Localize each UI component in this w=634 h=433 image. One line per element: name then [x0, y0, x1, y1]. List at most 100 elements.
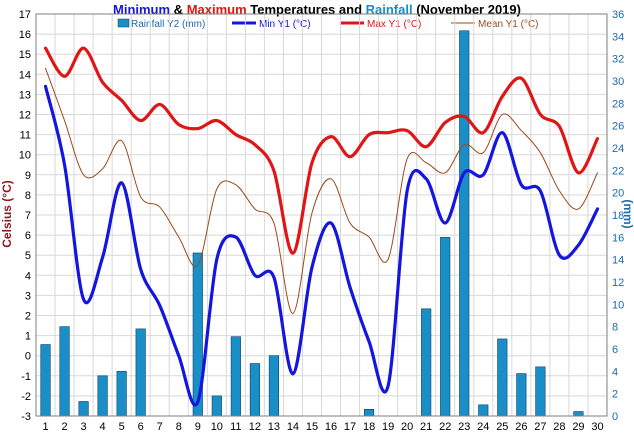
x-tick-label: 18	[363, 421, 375, 433]
y-right-tick-label: 16	[612, 232, 624, 244]
legend-swatch-rainfall	[117, 18, 130, 28]
y-left-tick-label: 13	[19, 89, 31, 101]
rainfall-bar	[535, 366, 546, 417]
y-left-tick-label: 6	[25, 230, 31, 242]
x-tick-label: 7	[157, 421, 163, 433]
rainfall-bar	[268, 355, 279, 417]
axes: -3-2-10123456789101112131415161702468101…	[19, 9, 625, 433]
x-tick-label: 1	[42, 421, 48, 433]
x-tick-label: 15	[306, 421, 318, 433]
y-right-tick-label: 14	[612, 255, 624, 267]
rainfall-bar	[59, 326, 70, 417]
x-tick-label: 24	[477, 421, 489, 433]
rainfall-bar	[497, 338, 508, 417]
x-tick-label: 25	[496, 421, 508, 433]
y-left-tick-label: 10	[19, 150, 31, 162]
title-and: &	[170, 2, 187, 17]
x-tick-label: 23	[458, 421, 470, 433]
y-right-tick-label: 36	[612, 9, 624, 21]
legend-label-rainfall: Rainfall Y2 (mm)	[131, 19, 205, 30]
x-tick-label: 28	[553, 421, 565, 433]
y-left-tick-label: 0	[25, 351, 31, 363]
y-left-tick-label: 12	[19, 110, 31, 122]
rainfall-bar	[230, 336, 241, 417]
y-right-tick-label: 18	[612, 210, 624, 222]
y-right-tick-label: 30	[612, 76, 624, 88]
title-period: (November 2019)	[413, 2, 521, 17]
y-right-tick-label: 32	[612, 54, 624, 66]
rainfall-bar	[421, 308, 432, 417]
y-right-tick-label: 26	[612, 121, 624, 133]
y-left-tick-label: 1	[25, 331, 31, 343]
rainfall-bar	[116, 371, 127, 417]
y-right-tick-label: 34	[612, 31, 624, 43]
y-left-tick-label: -3	[21, 411, 31, 423]
x-tick-label: 29	[572, 421, 584, 433]
y-right-tick-label: 12	[612, 277, 624, 289]
series-line-mean	[45, 67, 598, 314]
legend-label-min: Min Y1 (°C)	[259, 19, 311, 30]
x-tick-label: 5	[119, 421, 125, 433]
x-tick-label: 9	[195, 421, 201, 433]
x-tick-label: 20	[401, 421, 413, 433]
y-left-tick-label: 2	[25, 311, 31, 323]
x-tick-label: 27	[534, 421, 546, 433]
x-tick-label: 6	[138, 421, 144, 433]
title-temperatures: Temperatures and	[247, 2, 366, 17]
y-right-tick-label: 6	[612, 344, 618, 356]
temperature-lines	[43, 46, 600, 407]
y-left-tick-label: 14	[19, 69, 31, 81]
legend: Rainfall Y2 (mm) Min Y1 (°C) Max Y1 (°C)…	[117, 18, 539, 30]
rainfall-bar	[135, 328, 146, 417]
y-right-tick-label: 24	[612, 143, 624, 155]
y-axis-right-title: (mm)	[621, 199, 634, 228]
rainfall-bar	[97, 375, 108, 417]
y-right-tick-label: 22	[612, 165, 624, 177]
title-minimum: Minimum	[113, 2, 170, 17]
y-left-tick-label: 11	[20, 130, 31, 142]
y-left-tick-label: 16	[19, 29, 31, 41]
y-left-tick-label: 8	[25, 190, 31, 202]
y-right-tick-label: 28	[612, 98, 624, 110]
x-tick-label: 17	[344, 421, 356, 433]
legend-label-mean: Mean Y1 (°C)	[478, 19, 539, 30]
chart-title: Minimum & Maximum Temperatures and Rainf…	[113, 2, 521, 17]
title-maximum: Maximum	[187, 2, 247, 17]
grid	[35, 13, 608, 417]
x-tick-label: 13	[268, 421, 280, 433]
x-tick-label: 4	[100, 421, 106, 433]
x-tick-label: 3	[81, 421, 87, 433]
y-left-tick-label: 7	[25, 210, 31, 222]
x-tick-label: 2	[61, 421, 67, 433]
rainfall-bar	[78, 401, 89, 417]
title-rainfall: Rainfall	[366, 2, 413, 17]
legend-label-max: Max Y1 (°C)	[367, 19, 421, 30]
y-left-tick-label: 15	[19, 49, 31, 61]
x-tick-label: 21	[420, 421, 432, 433]
y-left-tick-label: 9	[25, 170, 31, 182]
y-right-tick-label: 4	[612, 366, 618, 378]
rainfall-bar	[516, 373, 527, 417]
y-right-tick-label: 8	[612, 322, 618, 334]
series-line-max	[43, 46, 600, 255]
rainfall-bar	[249, 363, 260, 417]
x-tick-label: 22	[439, 421, 451, 433]
rainfall-bar	[459, 30, 470, 417]
x-tick-label: 12	[249, 421, 261, 433]
y-left-tick-label: -1	[21, 371, 31, 383]
y-right-tick-label: 0	[612, 411, 618, 423]
y-left-tick-label: 3	[25, 290, 31, 302]
y-axis-left-title: Celsius (°C)	[0, 180, 14, 247]
rainfall-bar	[478, 404, 489, 417]
y-right-tick-label: 2	[612, 389, 618, 401]
rainfall-bar	[364, 408, 375, 417]
x-tick-label: 30	[591, 421, 603, 433]
rainfall-bar	[211, 395, 222, 417]
y-right-tick-label: 20	[612, 188, 624, 200]
x-tick-label: 26	[515, 421, 527, 433]
x-tick-label: 10	[211, 421, 223, 433]
plot-frame	[35, 13, 608, 417]
rainfall-bar	[573, 411, 584, 417]
rainfall-bar	[40, 344, 51, 417]
